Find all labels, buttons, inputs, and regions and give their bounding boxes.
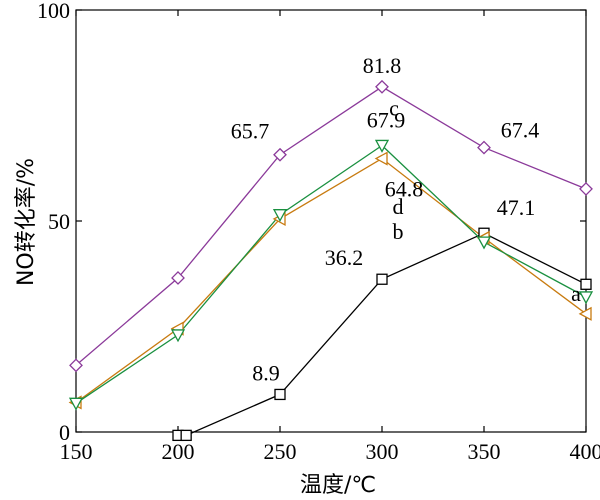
data-point <box>68 397 84 411</box>
data-point <box>578 291 594 305</box>
plot-area: 150 200 250 300 350 400 0 50 100 81.8 65.7 67.9 67.4… <box>37 0 600 464</box>
data-point <box>170 329 186 343</box>
data-point <box>580 278 592 290</box>
x-tick-label: 300 <box>366 439 399 464</box>
plot-frame <box>75 9 587 433</box>
data-point <box>477 140 491 155</box>
data-point <box>579 182 593 196</box>
y-tick-label: 100 <box>37 0 70 23</box>
x-tick-label: 400 <box>570 439 600 464</box>
data-label: 65.7 <box>231 119 270 144</box>
data-label: 67.4 <box>501 118 540 143</box>
data-label: c <box>389 96 399 121</box>
data-label: b <box>393 219 404 244</box>
y-axis-title: NO转化率/% <box>14 158 39 286</box>
data-label: 36.2 <box>325 245 364 270</box>
data-point <box>476 236 492 250</box>
data-point <box>69 358 83 373</box>
data-point <box>376 273 388 285</box>
data-point <box>180 429 192 442</box>
data-label: d <box>393 194 404 219</box>
data-label: 47.1 <box>497 195 536 220</box>
x-tick-label: 200 <box>162 439 195 464</box>
data-label: a <box>571 281 581 306</box>
data-label: 81.8 <box>363 53 402 78</box>
data-point <box>272 209 288 223</box>
data-point <box>578 306 592 321</box>
x-axis-title: 温度/℃ <box>300 473 376 498</box>
data-point <box>273 147 287 162</box>
series-line-c <box>75 86 587 366</box>
x-tick-label: 350 <box>468 439 501 464</box>
data-label: 67.9 <box>367 107 406 132</box>
y-tick-label: 0 <box>59 420 70 445</box>
data-point <box>171 271 185 285</box>
x-tick-label: 150 <box>60 439 93 464</box>
y-tick-label: 50 <box>48 209 70 234</box>
data-point <box>374 139 390 153</box>
data-point <box>374 151 388 166</box>
x-tick-label: 250 <box>264 439 297 464</box>
data-label: 8.9 <box>252 360 280 385</box>
data-point <box>274 388 286 401</box>
data-point <box>375 79 389 94</box>
series-line-d <box>75 144 587 404</box>
data-label: 64.8 <box>385 177 424 202</box>
